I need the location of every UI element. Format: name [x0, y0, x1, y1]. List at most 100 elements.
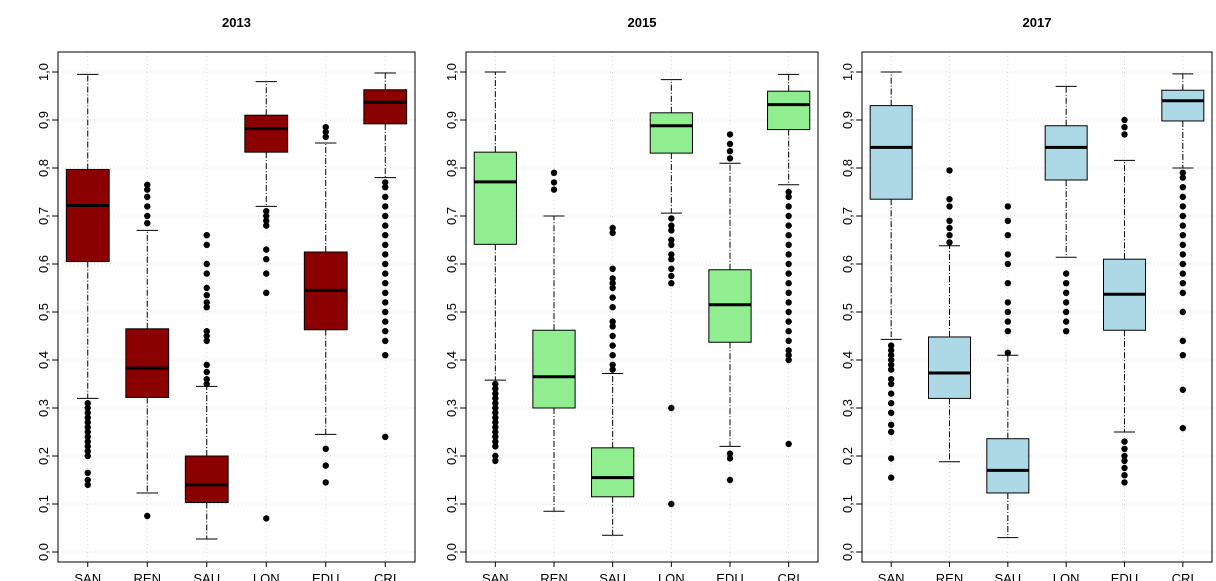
y-tick-label: 0,3	[840, 399, 855, 417]
box-ren	[928, 167, 971, 463]
outlier-point	[1121, 131, 1128, 138]
outlier-point	[887, 421, 895, 428]
box-cri	[1161, 73, 1205, 432]
outlier-point	[609, 352, 616, 359]
outlier-point	[785, 193, 792, 200]
box-body	[649, 112, 693, 154]
outlier-point	[382, 308, 389, 316]
outlier-point	[144, 512, 151, 520]
outlier-point	[1004, 308, 1012, 316]
box-sau	[591, 224, 635, 536]
outlier-point	[1179, 193, 1187, 200]
outlier-point	[785, 232, 792, 239]
x-tick-label-cri: CRI	[1172, 571, 1194, 581]
outlier-point	[609, 318, 616, 325]
outlier-point	[946, 217, 953, 224]
outlier-point	[887, 347, 895, 354]
outlier-point	[609, 366, 616, 373]
outlier-point	[1004, 251, 1012, 258]
outlier-point	[785, 337, 792, 344]
outlier-point	[1179, 251, 1187, 258]
outlier-point	[203, 241, 210, 248]
outlier-point	[785, 299, 792, 306]
y-tick-label: 0,0	[444, 543, 459, 561]
outlier-point	[1179, 174, 1187, 181]
box-lon	[649, 79, 693, 508]
x-tick-label-sau: SAU	[193, 571, 220, 581]
outlier-point	[84, 404, 91, 412]
outlier-point	[84, 433, 91, 440]
outlier-point	[492, 424, 499, 431]
outlier-point	[84, 428, 91, 436]
outlier-point	[382, 251, 389, 258]
box-sau	[184, 232, 229, 540]
y-tick-label: 0,5	[444, 303, 459, 321]
y-tick-label: 1,0	[840, 63, 855, 81]
outlier-point	[1121, 464, 1128, 472]
outlier-point	[492, 380, 499, 388]
y-tick-label: 0,6	[444, 255, 459, 273]
outlier-point	[1062, 280, 1070, 287]
outlier-point	[144, 186, 151, 193]
outlier-point	[492, 419, 499, 426]
y-tick-label: 1,0	[36, 63, 51, 81]
outlier-point	[382, 222, 389, 229]
outlier-point	[1062, 318, 1070, 325]
outlier-point	[668, 500, 675, 508]
outlier-point	[1121, 445, 1128, 452]
outlier-point	[887, 390, 895, 397]
outlier-point	[1004, 299, 1012, 306]
outlier-point	[1121, 116, 1128, 124]
y-tick-label: 0,4	[36, 351, 51, 369]
outlier-point	[946, 224, 953, 232]
outlier-point	[84, 443, 91, 450]
outlier-point	[1179, 232, 1187, 239]
box-lon	[244, 81, 289, 522]
outlier-point	[203, 270, 210, 277]
outlier-point	[84, 400, 91, 407]
x-tick-label-san: SAN	[74, 571, 101, 581]
y-tick-label: 0,9	[840, 111, 855, 129]
outlier-point	[785, 203, 792, 210]
outlier-point	[609, 304, 616, 311]
outlier-point	[144, 212, 151, 220]
outlier-point	[382, 337, 389, 344]
y-tick-label: 0,7	[840, 207, 855, 225]
box-san	[473, 71, 517, 464]
outlier-point	[668, 265, 675, 272]
outlier-point	[84, 414, 91, 421]
outlier-point	[1179, 203, 1187, 210]
plot-frame	[465, 51, 819, 563]
box-cri	[767, 73, 811, 448]
outlier-point	[668, 215, 675, 222]
outlier-point	[263, 289, 270, 296]
outlier-point	[492, 385, 499, 392]
outlier-point	[946, 196, 953, 203]
panel-2017: 2017 0,0 0,1 0,2 0,3 0,4 0,5 0,6 0,7 0,8 0,9 1,0 SAN…	[840, 15, 1213, 581]
outlier-point	[609, 224, 616, 232]
outlier-point	[203, 376, 210, 383]
outlier-point	[144, 203, 151, 210]
outlier-point	[203, 337, 210, 344]
box-body	[65, 168, 110, 263]
box-body	[244, 114, 289, 153]
outlier-point	[785, 318, 792, 325]
y-tick-label: 0,3	[36, 399, 51, 417]
outlier-point	[785, 260, 792, 268]
x-tick-label-ren: REN	[134, 571, 161, 581]
outlier-point	[1004, 328, 1012, 335]
y-tick-label: 0,9	[444, 111, 459, 129]
outlier-point	[203, 332, 210, 340]
outlier-point	[492, 443, 499, 450]
outlier-point	[887, 366, 895, 373]
chart-title: 2013	[222, 15, 251, 30]
outlier-point	[887, 376, 895, 383]
outlier-point	[492, 390, 499, 397]
outlier-point	[84, 419, 91, 426]
outlier-point	[785, 440, 792, 448]
outlier-point	[785, 347, 792, 354]
outlier-point	[609, 280, 616, 287]
outlier-point	[887, 361, 895, 368]
outlier-point	[785, 241, 792, 248]
outlier-point	[1062, 328, 1070, 335]
